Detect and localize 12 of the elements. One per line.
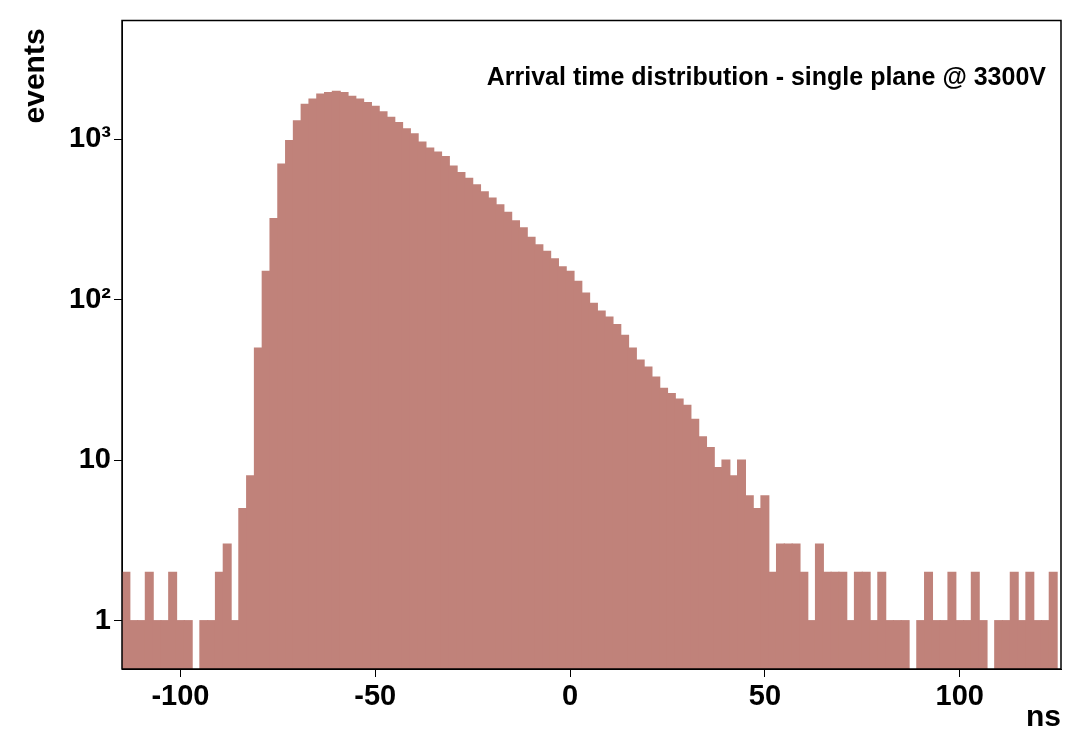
y-tick-label: 10³ xyxy=(69,121,112,154)
y-tick-label: 10 xyxy=(78,442,111,475)
x-tick-label: -100 xyxy=(151,679,210,712)
y-tick-label: 1 xyxy=(94,602,111,635)
x-tick-label: -50 xyxy=(354,679,397,712)
x-tick-label: 100 xyxy=(935,679,984,712)
x-tick-label: 50 xyxy=(748,679,782,712)
y-tick-label: 10² xyxy=(69,281,112,314)
y-axis-title: events xyxy=(17,28,51,124)
x-tick-label: 0 xyxy=(562,679,579,712)
x-axis-title: ns xyxy=(1025,699,1061,733)
text: Arrival time distribution - single plane @ 3300V xyxy=(486,62,1047,91)
